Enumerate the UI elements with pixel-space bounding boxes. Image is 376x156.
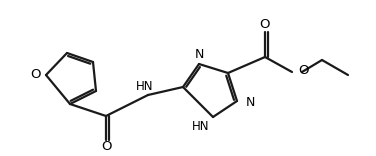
Text: HN: HN <box>191 119 209 132</box>
Text: O: O <box>101 141 111 154</box>
Text: O: O <box>298 64 308 78</box>
Text: N: N <box>246 97 255 110</box>
Text: N: N <box>194 49 204 61</box>
Text: O: O <box>260 19 270 32</box>
Text: HN: HN <box>136 80 154 93</box>
Text: O: O <box>30 68 41 81</box>
